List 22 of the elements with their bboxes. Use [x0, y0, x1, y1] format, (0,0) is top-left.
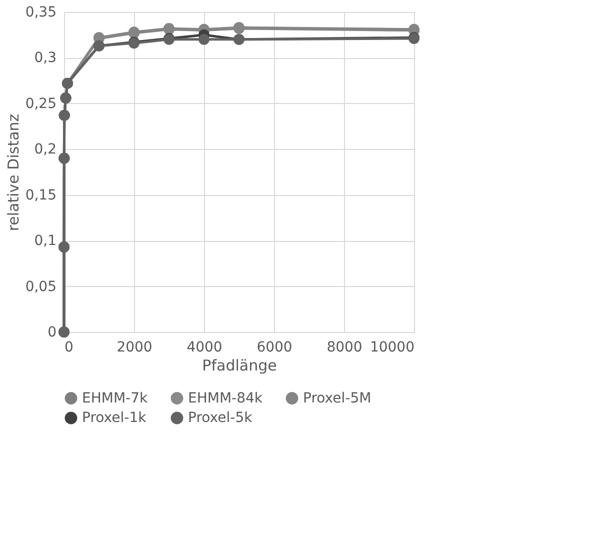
y-axis-title: relative Distanz	[4, 114, 22, 232]
y-tick-label: 0,3	[34, 50, 56, 66]
legend-label: Proxel-5k	[188, 410, 254, 426]
x-tick-label: 2000	[116, 340, 152, 356]
y-tick-label: 0,2	[34, 142, 56, 158]
x-axis-title: Pfadlänge	[202, 356, 277, 374]
x-tick-label: 6000	[256, 340, 292, 356]
legend-label: Proxel-5M	[303, 390, 372, 406]
y-tick-label: 0,25	[25, 96, 56, 112]
y-tick-label: 0,1	[34, 233, 56, 250]
y-tick-label: 0	[48, 324, 56, 340]
y-tick-label: 0,35	[25, 4, 56, 20]
x-tick-label: 10000	[370, 340, 414, 356]
y-tick-label: 0,15	[25, 187, 56, 204]
legend-label: Proxel-1k	[82, 410, 148, 426]
x-tick-label: 0	[64, 340, 74, 356]
y-tick-label: 0,05	[25, 278, 56, 295]
x-tick-label: 8000	[326, 340, 362, 356]
point	[198, 34, 210, 45]
legend-label: EHMM-7k	[82, 390, 148, 406]
x-tick-label: 4000	[186, 340, 222, 356]
legend-label: EHMM-84k	[188, 390, 264, 406]
